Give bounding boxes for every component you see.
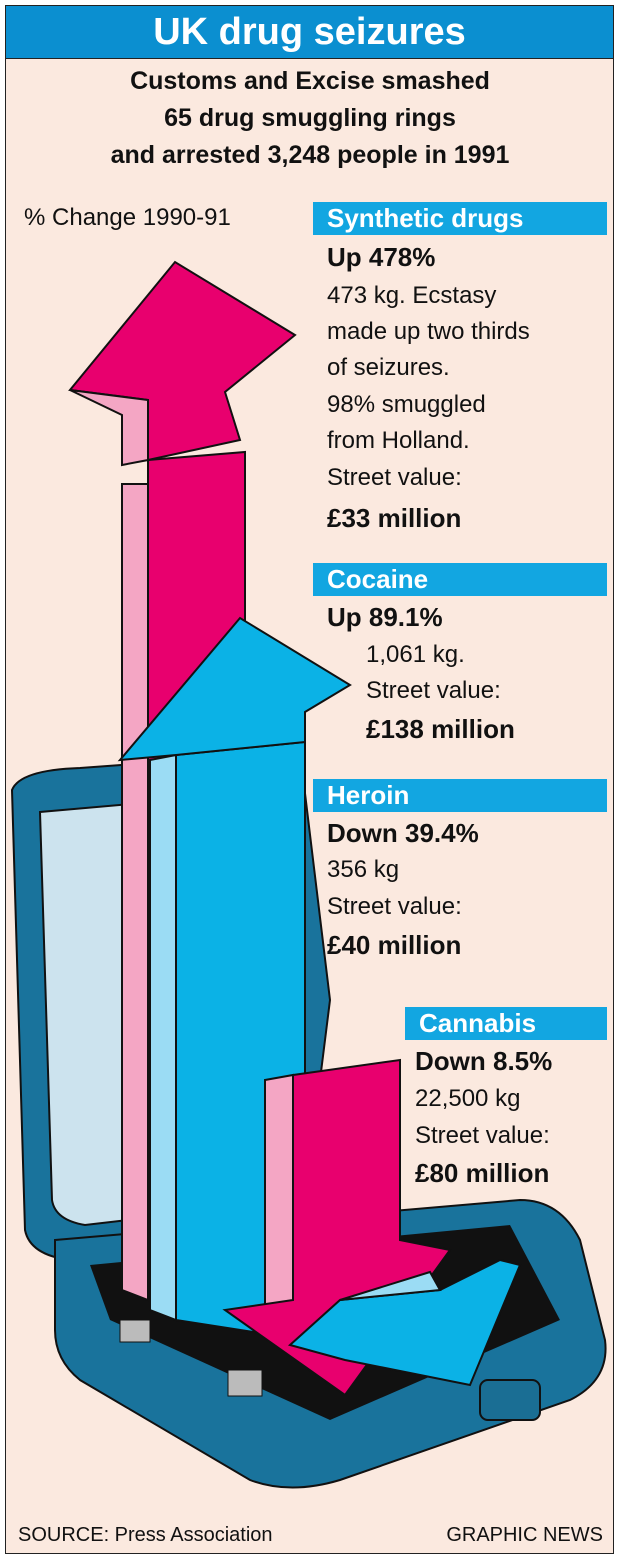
page-title: UK drug seizures bbox=[153, 11, 466, 53]
cannabis-label-bar: Cannabis bbox=[405, 1007, 607, 1040]
heroin-change: Down 39.4% bbox=[327, 818, 479, 848]
synthetic-detail-1: 473 kg. Ecstasy bbox=[327, 282, 497, 309]
synthetic-change: Up 478% bbox=[327, 242, 436, 272]
synthetic-label: Synthetic drugs bbox=[327, 203, 524, 233]
synthetic-label-bar: Synthetic drugs bbox=[313, 202, 607, 235]
cannabis-label: Cannabis bbox=[419, 1008, 537, 1038]
cocaine-arrow-head bbox=[117, 616, 352, 762]
cocaine-arrow-shaft-side bbox=[149, 753, 177, 1322]
synthetic-street-value: £33 million bbox=[327, 503, 462, 533]
cocaine-detail-2: Street value: bbox=[366, 677, 501, 704]
source-note: SOURCE: Press Association bbox=[18, 1524, 273, 1546]
change-label: % Change 1990-91 bbox=[24, 204, 231, 231]
cannabis-detail-2: Street value: bbox=[415, 1122, 550, 1149]
cocaine-street-value: £138 million bbox=[366, 714, 515, 744]
cannabis-change: Down 8.5% bbox=[415, 1046, 553, 1076]
cocaine-label: Cocaine bbox=[327, 564, 429, 594]
heroin-detail-1: 356 kg bbox=[327, 856, 400, 883]
briefcase-latch-right bbox=[227, 1369, 263, 1397]
subtitle-line-2: 65 drug smuggling rings bbox=[164, 104, 456, 132]
credit-note: GRAPHIC NEWS bbox=[446, 1524, 603, 1546]
cocaine-change: Up 89.1% bbox=[327, 602, 443, 632]
synthetic-detail-2: made up two thirds bbox=[327, 318, 530, 345]
synthetic-arrow-shaft-side bbox=[121, 483, 149, 1302]
heroin-street-value: £40 million bbox=[327, 930, 462, 960]
heroin-label-bar: Heroin bbox=[313, 779, 607, 812]
briefcase-handle bbox=[479, 1379, 541, 1421]
cannabis-arrow-top bbox=[339, 1270, 442, 1301]
heroin-detail-2: Street value: bbox=[327, 893, 462, 920]
cocaine-label-bar: Cocaine bbox=[313, 563, 607, 596]
synthetic-detail-5: from Holland. bbox=[327, 427, 470, 454]
synthetic-detail-6: Street value: bbox=[327, 464, 462, 491]
synthetic-arrow-head-side bbox=[69, 389, 149, 467]
briefcase-latch-left bbox=[119, 1319, 151, 1343]
title-bar bbox=[5, 5, 614, 59]
synthetic-arrow-head bbox=[68, 260, 297, 462]
cannabis-detail-1: 22,500 kg bbox=[415, 1085, 521, 1112]
synthetic-detail-3: of seizures. bbox=[327, 354, 450, 381]
subtitle-line-1: Customs and Excise smashed bbox=[130, 67, 490, 95]
cocaine-detail-1: 1,061 kg. bbox=[366, 641, 465, 668]
heroin-arrow-side bbox=[264, 1073, 294, 1332]
subtitle-line-3: and arrested 3,248 people in 1991 bbox=[110, 141, 510, 169]
cannabis-street-value: £80 million bbox=[415, 1158, 550, 1188]
synthetic-detail-4: 98% smuggled bbox=[327, 391, 486, 418]
heroin-label: Heroin bbox=[327, 780, 410, 810]
